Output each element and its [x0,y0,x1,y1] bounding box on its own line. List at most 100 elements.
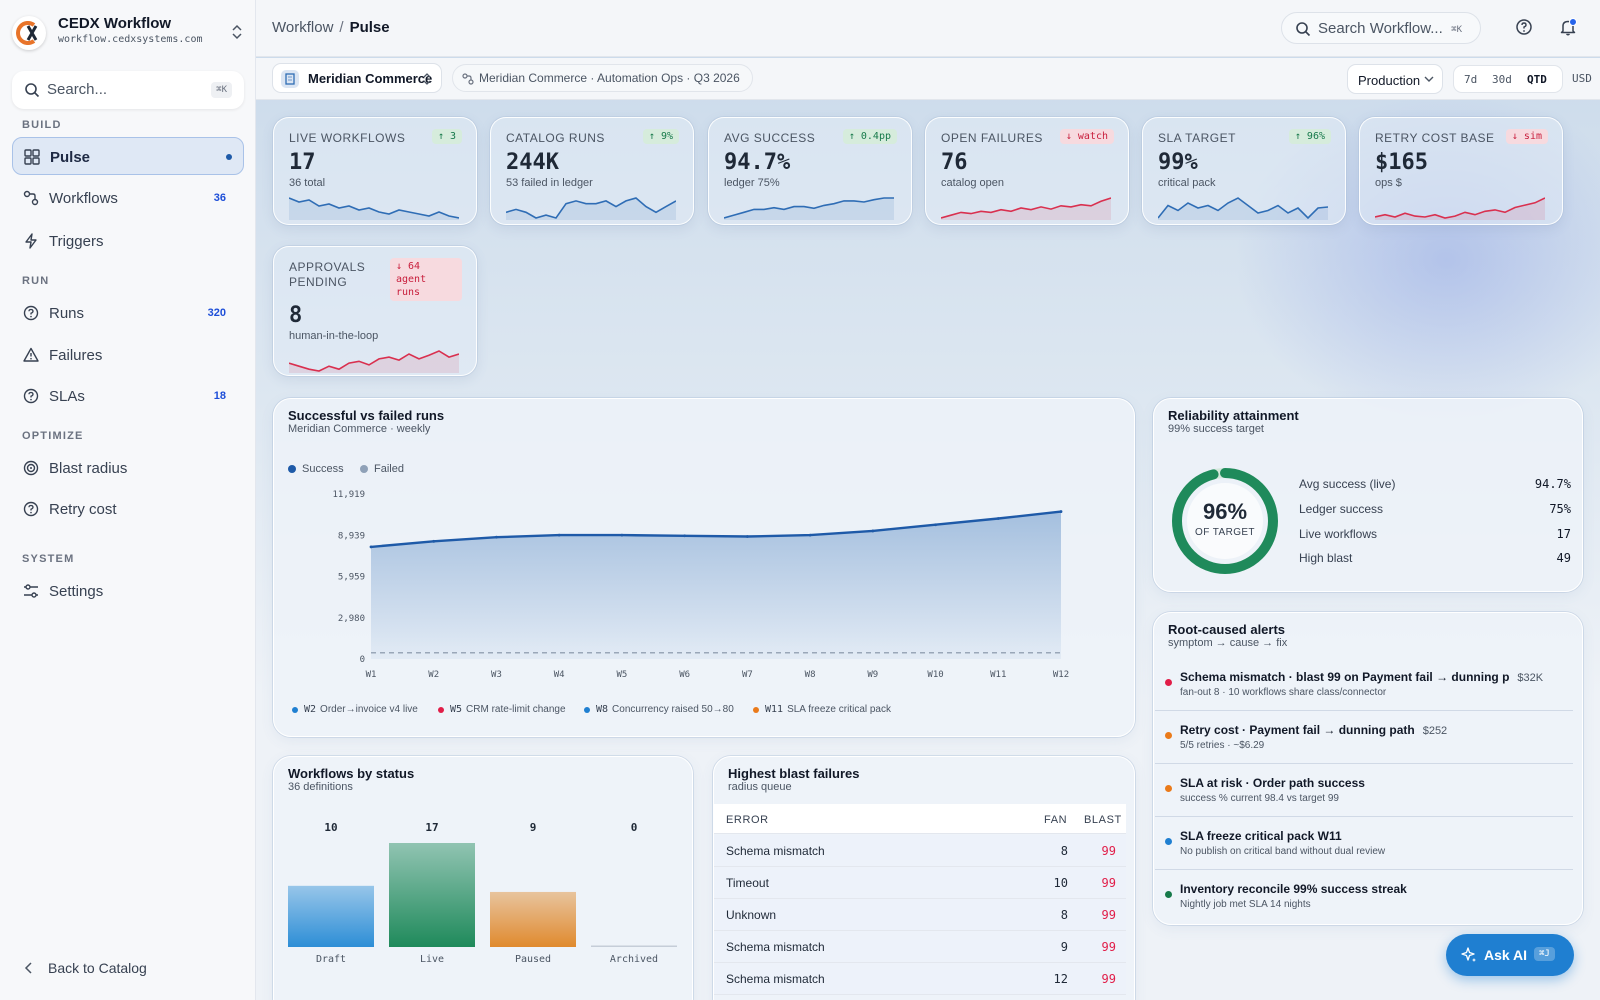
range-7d[interactable]: 7d [1464,73,1478,86]
table-row[interactable]: Schema mismatch 12 99 [714,963,1126,995]
blast-table-panel: Highest blast failures radius queue ERRO… [713,756,1135,1000]
bar-live [389,843,475,947]
sidebar-item-retry-cost[interactable]: Retry cost [12,490,244,528]
kpi-card[interactable]: APPROVALS PENDING ↓ 64 agent runs 8 human-i… [273,246,477,376]
kpi-sparkline [1375,197,1545,220]
alert-item[interactable]: SLA freeze critical pack W11 No publish o… [1155,816,1573,869]
scope-chip: Meridian Commerce · Automation Ops · Q3 … [452,64,753,92]
chevron-down-icon [1424,75,1434,83]
table-row[interactable]: Schema mismatch 8 99 [714,835,1126,867]
alert-item[interactable]: Retry cost · Payment fail → dunning path… [1155,710,1573,763]
breadcrumb-workflow[interactable]: Workflow [272,19,334,36]
y-tick-label: 0 [360,655,365,665]
sidebar-item-runs[interactable]: Runs 320 [12,294,244,332]
legend-swatch [288,465,296,473]
sidebar-item-workflows[interactable]: Workflows 36 [12,179,244,217]
alert-severity-dot [1165,891,1172,898]
help-icon[interactable] [1515,18,1533,36]
kpi-sparkline [941,197,1111,220]
column-header-error[interactable]: ERROR [726,814,769,826]
annotation-dot [438,707,444,713]
alert-item[interactable]: Inventory reconcile 99% success streak Ni… [1155,869,1573,922]
building-icon [281,70,299,88]
notification-badge [1569,18,1577,26]
alert-detail: fan-out 8 · 10 workflows share class/con… [1180,687,1387,698]
annotation-text: Concurrency raised 50→80 [612,704,734,715]
kpi-card[interactable]: LIVE WORKFLOWS ↑ 3 17 36 total [273,117,477,225]
range-qtd[interactable]: QTD [1527,73,1547,86]
annotation-text: CRM rate-limit change [466,704,566,715]
sparkline-line [1158,197,1328,220]
kpi-card[interactable]: OPEN FAILURES ↓ watch 76 catalog open [925,117,1129,225]
annotation-week: W8 [596,704,609,715]
legend-failed[interactable]: Failed [360,463,404,475]
context-bar: Meridian Commerce Meridian Commerce · Au… [256,58,1600,100]
y-tick-label: 2,980 [338,614,365,624]
range-30d[interactable]: 30d [1492,73,1512,86]
section-run: RUN [22,275,50,287]
tenant-label: Meridian Commerce [308,71,433,86]
cell-blast: 99 [1101,972,1116,986]
kpi-value: 94.7% [724,150,791,175]
environment-label: Production [1358,73,1421,88]
sidebar-item-slas[interactable]: SLAs 18 [12,377,244,415]
sidebar-item-label: Blast radius [49,460,128,477]
table-row[interactable]: Unknown 8 99 [714,899,1126,931]
alert-title-text: Schema mismatch · blast 99 on Payment fa… [1180,670,1510,684]
kpi-delta-badge: ↑ 96% [1288,129,1331,144]
data-point-success [557,533,561,537]
kpi-card[interactable]: SLA TARGET ↑ 96% 99% critical pack [1142,117,1346,225]
alert-title-text: Retry cost · Payment fail → dunning path [1180,723,1415,737]
sidebar-item-pulse[interactable]: Pulse [12,137,244,175]
sidebar-item-settings[interactable]: Settings [12,572,244,610]
panel-subtitle: Meridian Commerce · weekly [288,423,431,435]
row-value: 17 [1556,527,1571,541]
workspace-switcher[interactable]: CEDX Workflow workflow.cedxsystems.com [12,12,244,52]
alert-item[interactable]: SLA at risk · Order path success success … [1155,763,1573,816]
alert-severity-dot [1165,679,1172,686]
alert-item[interactable]: Schema mismatch · blast 99 on Payment fa… [1155,657,1573,710]
app-logo [12,16,46,50]
x-tick-label: W2 [428,670,439,680]
chevron-updown-icon[interactable] [230,24,244,40]
chart-annotation[interactable]: W5 CRM rate-limit change [438,704,566,715]
kpi-card[interactable]: CATALOG RUNS ↑ 9% 244K 53 failed in ledger [490,117,694,225]
ask-ai-button[interactable]: Ask AI ⌘J [1446,934,1574,976]
sidebar-search-input[interactable]: Search... ⌘K [12,71,244,109]
chart-annotation[interactable]: W11 SLA freeze critical pack [753,704,891,715]
cell-blast: 99 [1101,940,1116,954]
table-row[interactable]: Schema mismatch 9 99 [714,931,1126,963]
column-header-blast[interactable]: BLAST [1084,814,1122,826]
tenant-select[interactable]: Meridian Commerce [272,63,442,93]
alert-cost: $32K [1517,672,1544,684]
annotation-text: Order→invoice v4 live [320,704,418,715]
environment-select[interactable]: Production [1347,64,1443,94]
y-tick-label: 8,939 [338,531,365,541]
x-tick-label: W7 [742,670,753,680]
row-label: Ledger success [1299,502,1384,516]
kpi-card[interactable]: AVG SUCCESS ↑ 0.4pp 94.7% ledger 75% [708,117,912,225]
sidebar-item-triggers[interactable]: Triggers [12,222,244,260]
data-point-success [996,517,1000,520]
kpi-title: APPROVALS PENDING [289,260,366,289]
sidebar-item-blast-radius[interactable]: Blast radius [12,449,244,487]
bar-draft [288,885,374,947]
data-point-success [1059,510,1063,513]
alert-title: SLA at risk · Order path success [1180,776,1365,790]
table-row[interactable]: Timeout 10 99 [714,867,1126,899]
chart-annotation[interactable]: W8 Concurrency raised 50→80 [584,704,734,715]
column-header-fan[interactable]: FAN [1044,814,1068,826]
legend-swatch [360,465,368,473]
gauge-caption: OF TARGET [1195,527,1255,538]
breadcrumb-current: Pulse [349,19,390,36]
chart-annotation[interactable]: W2 Order→invoice v4 live [292,704,418,715]
sidebar-item-failures[interactable]: Failures [12,336,244,374]
kpi-subtitle: ledger 75% [724,177,780,189]
bar-value-label: 0 [631,821,638,834]
kpi-delta-badge: ↑ 3 [431,129,462,144]
global-search-input[interactable]: Search Workflow... ⌘K [1281,12,1481,44]
legend-success[interactable]: Success [288,463,344,475]
sparkline-line [289,350,459,372]
annotation-week: W5 [450,704,463,715]
kpi-card[interactable]: RETRY COST BASE ↓ sim $165 ops $ [1359,117,1563,225]
